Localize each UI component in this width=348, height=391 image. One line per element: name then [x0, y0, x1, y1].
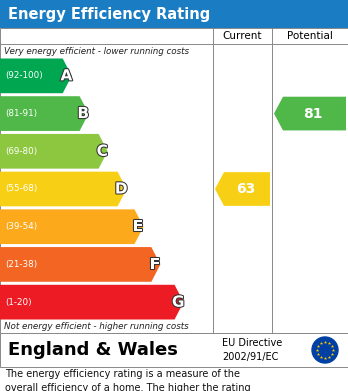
- Text: 63: 63: [236, 182, 255, 196]
- Bar: [0, 0, 348, 28]
- Text: (21-38): (21-38): [5, 260, 37, 269]
- Text: C: C: [97, 144, 108, 159]
- Text: D: D: [115, 181, 127, 197]
- Text: Not energy efficient - higher running costs: Not energy efficient - higher running co…: [4, 322, 189, 331]
- Polygon shape: [0, 285, 184, 319]
- Polygon shape: [0, 209, 143, 244]
- Bar: [0, 28, 348, 333]
- Polygon shape: [0, 247, 160, 282]
- Circle shape: [312, 337, 338, 363]
- Text: E: E: [133, 219, 143, 234]
- Text: Very energy efficient - lower running costs: Very energy efficient - lower running co…: [4, 47, 189, 56]
- Polygon shape: [215, 172, 270, 206]
- Text: 2002/91/EC: 2002/91/EC: [222, 352, 278, 362]
- Text: 81: 81: [303, 107, 323, 120]
- Polygon shape: [0, 96, 89, 131]
- Polygon shape: [0, 134, 108, 169]
- Text: G: G: [172, 295, 184, 310]
- Text: Potential: Potential: [287, 31, 333, 41]
- Text: (55-68): (55-68): [5, 185, 37, 194]
- Text: EU Directive: EU Directive: [222, 338, 282, 348]
- Text: (92-100): (92-100): [5, 71, 43, 81]
- Text: England & Wales: England & Wales: [8, 341, 178, 359]
- Bar: [0, 333, 348, 367]
- Polygon shape: [274, 97, 346, 131]
- Text: B: B: [77, 106, 89, 121]
- Text: The energy efficiency rating is a measure of the
overall efficiency of a home. T: The energy efficiency rating is a measur…: [5, 369, 251, 391]
- Polygon shape: [0, 59, 72, 93]
- Text: Energy Efficiency Rating: Energy Efficiency Rating: [8, 7, 210, 22]
- Polygon shape: [0, 172, 127, 206]
- Text: A: A: [61, 68, 72, 83]
- Text: (39-54): (39-54): [5, 222, 37, 231]
- Text: (1-20): (1-20): [5, 298, 32, 307]
- Text: F: F: [150, 257, 160, 272]
- Text: (81-91): (81-91): [5, 109, 37, 118]
- Text: Current: Current: [223, 31, 262, 41]
- Text: (69-80): (69-80): [5, 147, 37, 156]
